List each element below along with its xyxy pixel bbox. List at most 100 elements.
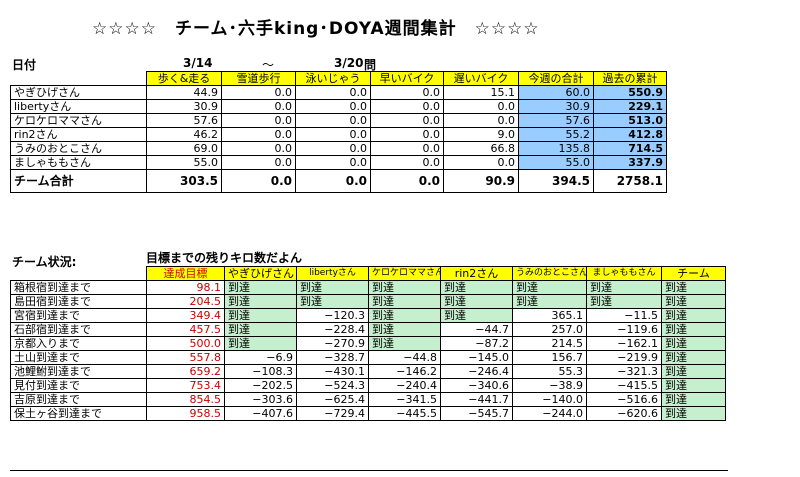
weekly-value-cell: 229.1 bbox=[593, 99, 667, 114]
weekly-value-cell: 0.0 bbox=[221, 141, 296, 156]
milestone-goal: 659.2 bbox=[146, 364, 225, 379]
milestone-name: 島田宿到達まで bbox=[10, 294, 147, 309]
milestone-goal: 98.1 bbox=[146, 280, 225, 295]
milestone-name: 箱根宿到達まで bbox=[10, 280, 147, 295]
member-name: libertyさん bbox=[10, 99, 147, 114]
reached-cell: 到達 bbox=[440, 294, 513, 309]
weekly-value-cell: 0.0 bbox=[295, 99, 371, 114]
remaining-cell: −415.5 bbox=[586, 378, 662, 393]
milestone-goal: 457.5 bbox=[146, 322, 225, 337]
remaining-cell: −6.9 bbox=[224, 350, 297, 365]
weekly-value-cell: 30.9 bbox=[146, 99, 222, 114]
reached-cell: 到達 bbox=[224, 280, 297, 295]
remaining-cell: −620.6 bbox=[586, 406, 662, 421]
member-name: rin2さん bbox=[10, 127, 147, 142]
milestone-goal: 500.0 bbox=[146, 336, 225, 351]
reached-cell: 到達 bbox=[368, 280, 441, 295]
weekly-value-cell: 55.0 bbox=[146, 155, 222, 170]
remaining-cell: 365.1 bbox=[512, 308, 587, 323]
status-header-cell: 達成目標 bbox=[146, 266, 225, 281]
remaining-cell: 156.7 bbox=[512, 350, 587, 365]
remaining-cell: −430.1 bbox=[296, 364, 369, 379]
weekly-value-cell: 0.0 bbox=[443, 99, 519, 114]
weekly-header-cell: 泳いじゃう bbox=[295, 71, 371, 86]
remaining-cell: −87.2 bbox=[440, 336, 513, 351]
reached-cell: 到達 bbox=[661, 280, 726, 295]
reached-cell: 到達 bbox=[661, 378, 726, 393]
weekly-table: 歩く&走る 雪道歩行 泳いじゃう 早いバイク 遅いバイク 今週の合計 過去の累計 やぎひげさん… bbox=[10, 71, 667, 193]
weekly-header-cell: 今週の合計 bbox=[518, 71, 594, 86]
reached-cell: 到達 bbox=[661, 336, 726, 351]
remaining-cell: −140.0 bbox=[512, 392, 587, 407]
bottom-rule bbox=[10, 470, 728, 471]
weekly-header-row: 歩く&走る 雪道歩行 泳いじゃう 早いバイク 遅いバイク 今週の合計 過去の累計 bbox=[11, 71, 667, 86]
remaining-cell: 214.5 bbox=[512, 336, 587, 351]
week-end: 3/20 bbox=[334, 56, 364, 70]
corner-cell bbox=[11, 72, 147, 86]
reached-cell: 到達 bbox=[661, 406, 726, 421]
table-row: 吉原到達まで 854.5 −303.6 −625.4 −341.5 −441.7 −140.… bbox=[10, 392, 726, 407]
status-header-cell: やぎひげさん bbox=[224, 266, 297, 281]
table-row: libertyさん 30.9 0.0 0.0 0.0 0.0 30.9 229.1 bbox=[10, 99, 667, 114]
team-total-row: チーム合計 303.5 0.0 0.0 0.0 90.9 394.5 2758.1 bbox=[10, 169, 667, 193]
reached-cell: 到達 bbox=[224, 336, 297, 351]
weekly-value-cell: 550.9 bbox=[593, 85, 667, 100]
remaining-cell: −44.7 bbox=[440, 322, 513, 337]
status-header-cell: チーム bbox=[661, 266, 726, 281]
table-row: 箱根宿到達まで 98.1 到達 到達 到達 到達 到達 到達 到達 bbox=[10, 280, 726, 295]
status-header-row: 達成目標 やぎひげさん libertyさん ケロケロママさん rin2さん うみのおとこさ… bbox=[11, 266, 726, 281]
weekly-value-cell: 714.5 bbox=[593, 141, 667, 156]
remaining-cell: −407.6 bbox=[224, 406, 297, 421]
milestone-name: 宮宿到達まで bbox=[10, 308, 147, 323]
milestone-goal: 958.5 bbox=[146, 406, 225, 421]
weekly-value-cell: 0.0 bbox=[221, 99, 296, 114]
table-row: ましゃももさん 55.0 0.0 0.0 0.0 0.0 55.0 337.9 bbox=[10, 155, 667, 170]
member-name: ましゃももさん bbox=[10, 155, 147, 170]
remaining-cell: −228.4 bbox=[296, 322, 369, 337]
reached-cell: 到達 bbox=[224, 294, 297, 309]
status-subtitle: 目標までの残りキロ数だよん bbox=[146, 251, 303, 265]
milestone-goal: 854.5 bbox=[146, 392, 225, 407]
weekly-value-cell: 0.0 bbox=[443, 113, 519, 128]
table-row: 池鯉鮒到達まで 659.2 −108.3 −430.1 −146.2 −246.4 55.3… bbox=[10, 364, 726, 379]
milestone-goal: 753.4 bbox=[146, 378, 225, 393]
table-row: 保土ヶ谷到達まで 958.5 −407.6 −729.4 −445.5 −545.7 −24… bbox=[10, 406, 726, 421]
status-header-cell: うみのおとこさん bbox=[512, 266, 587, 281]
weekly-header-cell: 雪道歩行 bbox=[221, 71, 296, 86]
milestone-name: 保土ヶ谷到達まで bbox=[10, 406, 147, 421]
week-suffix: 問 bbox=[364, 58, 377, 72]
remaining-cell: −120.3 bbox=[296, 308, 369, 323]
remaining-cell: 257.0 bbox=[512, 322, 587, 337]
table-row: やぎひげさん 44.9 0.0 0.0 0.0 15.1 60.0 550.9 bbox=[10, 85, 667, 100]
reached-cell: 到達 bbox=[440, 280, 513, 295]
remaining-cell: −328.7 bbox=[296, 350, 369, 365]
status-header-cell: ましゃももさん bbox=[586, 266, 662, 281]
reached-cell: 到達 bbox=[512, 280, 587, 295]
reached-cell: 到達 bbox=[586, 294, 662, 309]
milestone-goal: 349.4 bbox=[146, 308, 225, 323]
weekly-value-cell: 0.0 bbox=[295, 155, 371, 170]
reached-cell: 到達 bbox=[224, 308, 297, 323]
weekly-value-cell: 44.9 bbox=[146, 85, 222, 100]
weekly-header-cell: 早いバイク bbox=[370, 71, 444, 86]
weekly-value-cell: 57.6 bbox=[146, 113, 222, 128]
weekly-value-cell: 60.0 bbox=[518, 85, 594, 100]
weekly-value-cell: 0.0 bbox=[295, 127, 371, 142]
reached-cell: 到達 bbox=[512, 294, 587, 309]
reached-cell: 到達 bbox=[586, 280, 662, 295]
remaining-cell: −246.4 bbox=[440, 364, 513, 379]
milestone-name: 京都入りまで bbox=[10, 336, 147, 351]
remaining-cell: −729.4 bbox=[296, 406, 369, 421]
remaining-cell: −108.3 bbox=[224, 364, 297, 379]
remaining-cell: −625.4 bbox=[296, 392, 369, 407]
weekly-value-cell: 66.8 bbox=[443, 141, 519, 156]
remaining-cell: −240.4 bbox=[368, 378, 441, 393]
weekly-header-cell: 遅いバイク bbox=[443, 71, 519, 86]
remaining-cell: −244.0 bbox=[512, 406, 587, 421]
remaining-cell: −524.3 bbox=[296, 378, 369, 393]
weekly-value-cell: 69.0 bbox=[146, 141, 222, 156]
weekly-value-cell: 337.9 bbox=[593, 155, 667, 170]
weekly-header-cell: 過去の累計 bbox=[593, 71, 667, 86]
reached-cell: 到達 bbox=[368, 336, 441, 351]
weekly-value-cell: 0.0 bbox=[221, 113, 296, 128]
